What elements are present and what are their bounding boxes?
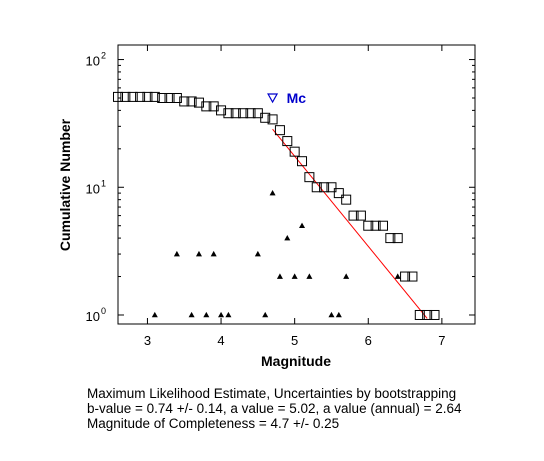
cumulative-point bbox=[319, 182, 330, 193]
noncumulative-point bbox=[328, 311, 335, 318]
noncumulative-point bbox=[299, 222, 306, 229]
noncumulative-point bbox=[269, 189, 276, 196]
noncumulative-point bbox=[173, 250, 180, 257]
x-tick-label: 6 bbox=[365, 333, 372, 348]
cumulative-point bbox=[377, 220, 388, 231]
mc-marker bbox=[267, 93, 279, 104]
cumulative-point bbox=[333, 188, 344, 199]
cumulative-point bbox=[230, 108, 241, 119]
data-marks bbox=[113, 91, 440, 320]
y-tick-label: 10 bbox=[86, 54, 100, 69]
cumulative-point bbox=[267, 114, 278, 125]
cumulative-point bbox=[348, 210, 359, 221]
caption: Maximum Likelihood Estimate, Uncertainti… bbox=[87, 386, 462, 431]
cumulative-point bbox=[193, 97, 204, 108]
cumulative-point bbox=[407, 271, 418, 282]
cumulative-point bbox=[113, 91, 123, 102]
cumulative-point bbox=[385, 233, 396, 244]
cumulative-point bbox=[120, 91, 131, 102]
noncumulative-point bbox=[151, 311, 158, 318]
noncumulative-point bbox=[218, 311, 225, 318]
mc-marker-layer: Mc bbox=[267, 90, 307, 106]
noncumulative-point bbox=[306, 273, 313, 279]
cumulative-point bbox=[216, 105, 227, 116]
noncumulative-point bbox=[291, 273, 298, 279]
mc-label: Mc bbox=[287, 90, 307, 106]
x-axis-label: Magnitude bbox=[261, 353, 331, 369]
noncumulative-point bbox=[394, 273, 401, 279]
caption-method: Maximum Likelihood Estimate, Uncertainti… bbox=[87, 386, 457, 401]
cumulative-point bbox=[304, 172, 315, 183]
noncumulative-point bbox=[203, 311, 210, 318]
cumulative-point bbox=[355, 210, 366, 221]
cumulative-point bbox=[245, 108, 256, 119]
noncumulative-point bbox=[254, 250, 261, 257]
y-tick-exponent: 1 bbox=[101, 178, 106, 188]
cumulative-point bbox=[370, 220, 381, 231]
y-tick-label: 10 bbox=[86, 181, 100, 196]
noncumulative-point bbox=[343, 273, 350, 279]
cumulative-point bbox=[400, 271, 411, 282]
x-tick-label: 7 bbox=[438, 333, 445, 348]
cumulative-point bbox=[179, 96, 190, 107]
y-tick-exponent: 0 bbox=[101, 306, 106, 316]
y-axis-label: Cumulative Number bbox=[57, 118, 73, 251]
cumulative-point bbox=[297, 156, 308, 167]
fit-line-layer bbox=[272, 128, 428, 319]
cumulative-point bbox=[363, 220, 374, 231]
cumulative-point bbox=[186, 96, 197, 107]
noncumulative-point bbox=[284, 234, 291, 241]
cumulative-point bbox=[422, 309, 433, 320]
y-tick-exponent: 2 bbox=[101, 51, 106, 61]
cumulative-point bbox=[392, 233, 403, 244]
cumulative-point bbox=[142, 91, 153, 102]
cumulative-point bbox=[164, 92, 175, 103]
cumulative-point bbox=[149, 91, 160, 102]
x-tick-label: 3 bbox=[144, 333, 151, 348]
cumulative-point bbox=[341, 194, 352, 205]
caption-mc: Magnitude of Completeness = 4.7 +/- 0.25 bbox=[87, 416, 340, 431]
cumulative-point bbox=[238, 108, 249, 119]
cumulative-point bbox=[429, 309, 440, 320]
cumulative-point bbox=[326, 182, 337, 193]
y-tick-label: 10 bbox=[86, 309, 100, 324]
cumulative-point bbox=[157, 92, 168, 103]
x-tick-label: 4 bbox=[217, 333, 224, 348]
cumulative-point bbox=[260, 112, 271, 123]
cumulative-point bbox=[311, 182, 322, 193]
noncumulative-point bbox=[276, 273, 283, 279]
cumulative-point bbox=[274, 125, 285, 136]
cumulative-point bbox=[201, 101, 212, 112]
noncumulative-point bbox=[188, 311, 195, 318]
cumulative-point bbox=[135, 91, 146, 102]
noncumulative-point bbox=[195, 250, 202, 257]
cumulative-point bbox=[127, 91, 138, 102]
caption-bvalue: b-value = 0.74 +/- 0.14, a value = 5.02,… bbox=[87, 401, 462, 416]
plot-frame bbox=[117, 44, 476, 325]
noncumulative-point bbox=[335, 311, 342, 318]
cumulative-point bbox=[171, 92, 182, 103]
noncumulative-point bbox=[225, 311, 232, 318]
fit-line bbox=[272, 128, 428, 319]
cumulative-point bbox=[223, 108, 234, 119]
noncumulative-point bbox=[210, 250, 217, 257]
cumulative-point bbox=[282, 136, 293, 147]
x-tick-label: 5 bbox=[291, 333, 298, 348]
cumulative-point bbox=[414, 309, 425, 320]
cumulative-point bbox=[289, 146, 300, 157]
noncumulative-point bbox=[262, 311, 269, 318]
